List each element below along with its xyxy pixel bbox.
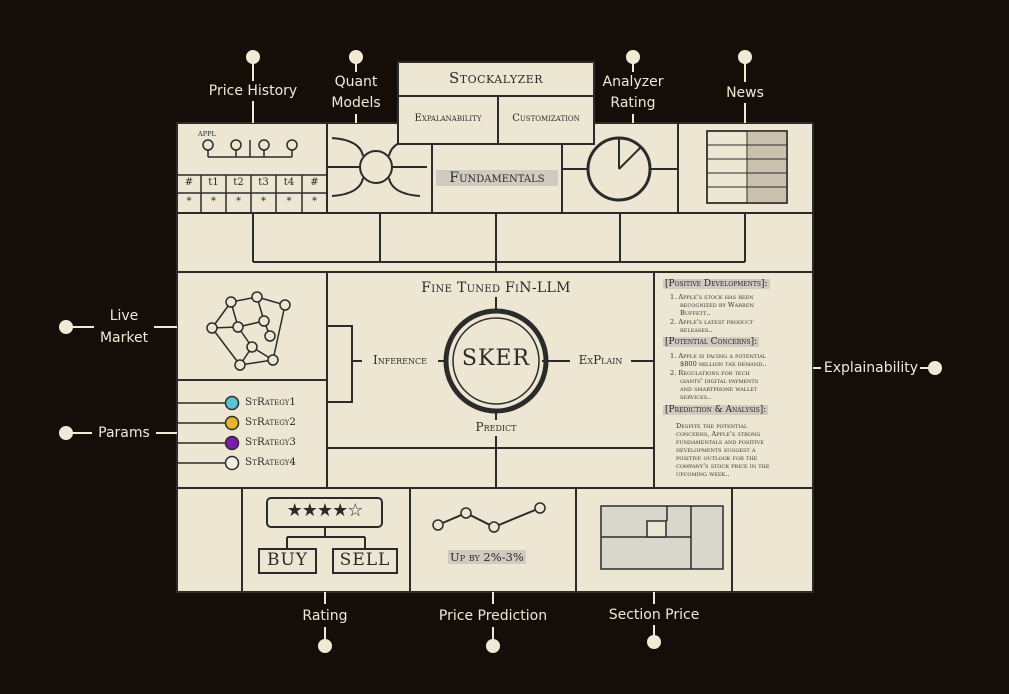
gauge-icon — [562, 136, 678, 202]
positive-line-3: Buffett.. — [680, 309, 711, 317]
positive-line-4: 2. Apple's latest product — [670, 318, 754, 326]
live-market-annotation-l2: Market — [99, 330, 149, 346]
section-map-icon — [600, 505, 724, 570]
price-history-header-cell: # — [310, 177, 319, 188]
analysis-line-3: fundamentals and positive — [676, 438, 764, 446]
core-panel — [326, 271, 655, 489]
concerns-line-1: 1. Apple is facing a potential — [670, 352, 767, 360]
positive-line-2: recognized by Warren — [680, 301, 754, 309]
analysis-line-7: upcoming week.. — [676, 470, 730, 478]
analyzer-rating-annotation-l1: Analyzer — [602, 74, 664, 90]
fundamentals-label: Fundamentals — [436, 170, 558, 186]
price-history-header-cell: t3 — [258, 177, 269, 188]
analysis-line-4: developments suggest a — [676, 446, 756, 454]
price-history-header-cell: t4 — [283, 177, 295, 188]
predict-label: Predict — [475, 420, 517, 434]
strategy4-label[interactable]: StRategy4 — [245, 456, 296, 468]
price-history-header-cell: t1 — [208, 177, 219, 188]
analysis-line-2: concerns, Apple's strong — [676, 430, 761, 438]
strategy1-label[interactable]: StRategy1 — [245, 396, 296, 408]
concerns-line-6: services.. — [680, 393, 712, 401]
buy-label: BUY — [266, 550, 309, 570]
concerns-line-5: and smartphone wallet — [680, 385, 758, 393]
inference-label: Inference — [373, 353, 427, 367]
stockalyzer-title: Stockalyzer — [448, 69, 544, 87]
section-price-annotation: Section Price — [608, 607, 700, 623]
price-history-value-cell: * — [186, 196, 192, 207]
price-history-annotation: Price History — [208, 83, 298, 99]
price-history-header-cell: t2 — [233, 177, 244, 188]
tab-explainability[interactable] — [397, 95, 499, 145]
explainability-annotation: Explainability — [823, 360, 919, 376]
rating-annotation: Rating — [302, 608, 348, 624]
positive-line-1: 1. Apple's stock has been — [670, 293, 754, 301]
news-annotation: News — [726, 85, 764, 101]
concerns-line-2: $800 million tax demand.. — [680, 360, 767, 368]
tab-explainability-label: Expalanability — [414, 113, 482, 124]
ticker-label: APPL — [198, 130, 216, 138]
analysis-line-5: positive outlook for the — [676, 454, 758, 462]
params-annotation: Params — [98, 425, 150, 441]
bottom-left-panel — [176, 487, 243, 593]
price-history-value-cell: * — [312, 196, 317, 207]
core-title: Fine Tuned FiN-LLM — [421, 280, 571, 296]
strategy1-dot[interactable] — [224, 395, 240, 411]
quant-models-annotation-l2: Models — [331, 95, 381, 111]
tab-customization[interactable] — [497, 95, 595, 145]
price-prediction-panel — [409, 487, 577, 593]
concerns-heading: [Potential Concerns]: — [663, 337, 760, 347]
price-history-header-cell: # — [184, 177, 194, 188]
strategy3-dot[interactable] — [224, 435, 240, 451]
sker-label: SKER — [461, 346, 531, 371]
strategy2-label[interactable]: StRategy2 — [245, 416, 296, 428]
tab-customization-label: Customization — [512, 113, 580, 124]
sell-label: SELL — [339, 550, 391, 570]
positive-line-5: releases.. — [680, 326, 713, 334]
price-history-value-cell: * — [236, 196, 241, 207]
price-history-value-cell: * — [211, 196, 216, 207]
prediction-heading: [Prediction & Analysis]: — [663, 405, 769, 415]
price-prediction-annotation: Price Prediction — [438, 608, 548, 624]
analysis-line-1: Despite the potential — [676, 422, 748, 430]
explain-label: ExPlain — [578, 353, 623, 367]
concerns-line-3: 2. Regulations for tech — [670, 369, 750, 377]
news-table-icon — [706, 130, 788, 204]
strategy3-label[interactable]: StRategy3 — [245, 436, 296, 448]
quant-models-annotation-l1: Quant — [334, 74, 378, 90]
stockalyzer-header — [397, 61, 595, 97]
prediction-line-icon — [437, 507, 541, 529]
sker-core-icon — [443, 308, 549, 414]
live-market-annotation-l1: Live — [109, 308, 139, 324]
price-history-value-cell: * — [261, 196, 266, 207]
sell-button[interactable] — [332, 548, 398, 574]
bottom-right-panel — [731, 487, 814, 593]
prediction-text: Up by 2%-3% — [448, 550, 526, 564]
positive-heading: [Positive Developments]: — [663, 279, 770, 289]
explain-doc-panel — [653, 271, 814, 489]
analyzer-rating-annotation-l2: Rating — [610, 95, 656, 111]
analysis-line-6: company's stock price in the — [676, 462, 770, 470]
price-history-value-cell: * — [286, 196, 292, 207]
strategy2-dot[interactable] — [224, 415, 240, 431]
rating-stars: ★★★★☆ — [286, 500, 364, 521]
concerns-line-4: giants' digital payments — [680, 377, 759, 385]
strategy4-dot[interactable] — [224, 455, 240, 471]
buy-button[interactable] — [258, 548, 317, 574]
